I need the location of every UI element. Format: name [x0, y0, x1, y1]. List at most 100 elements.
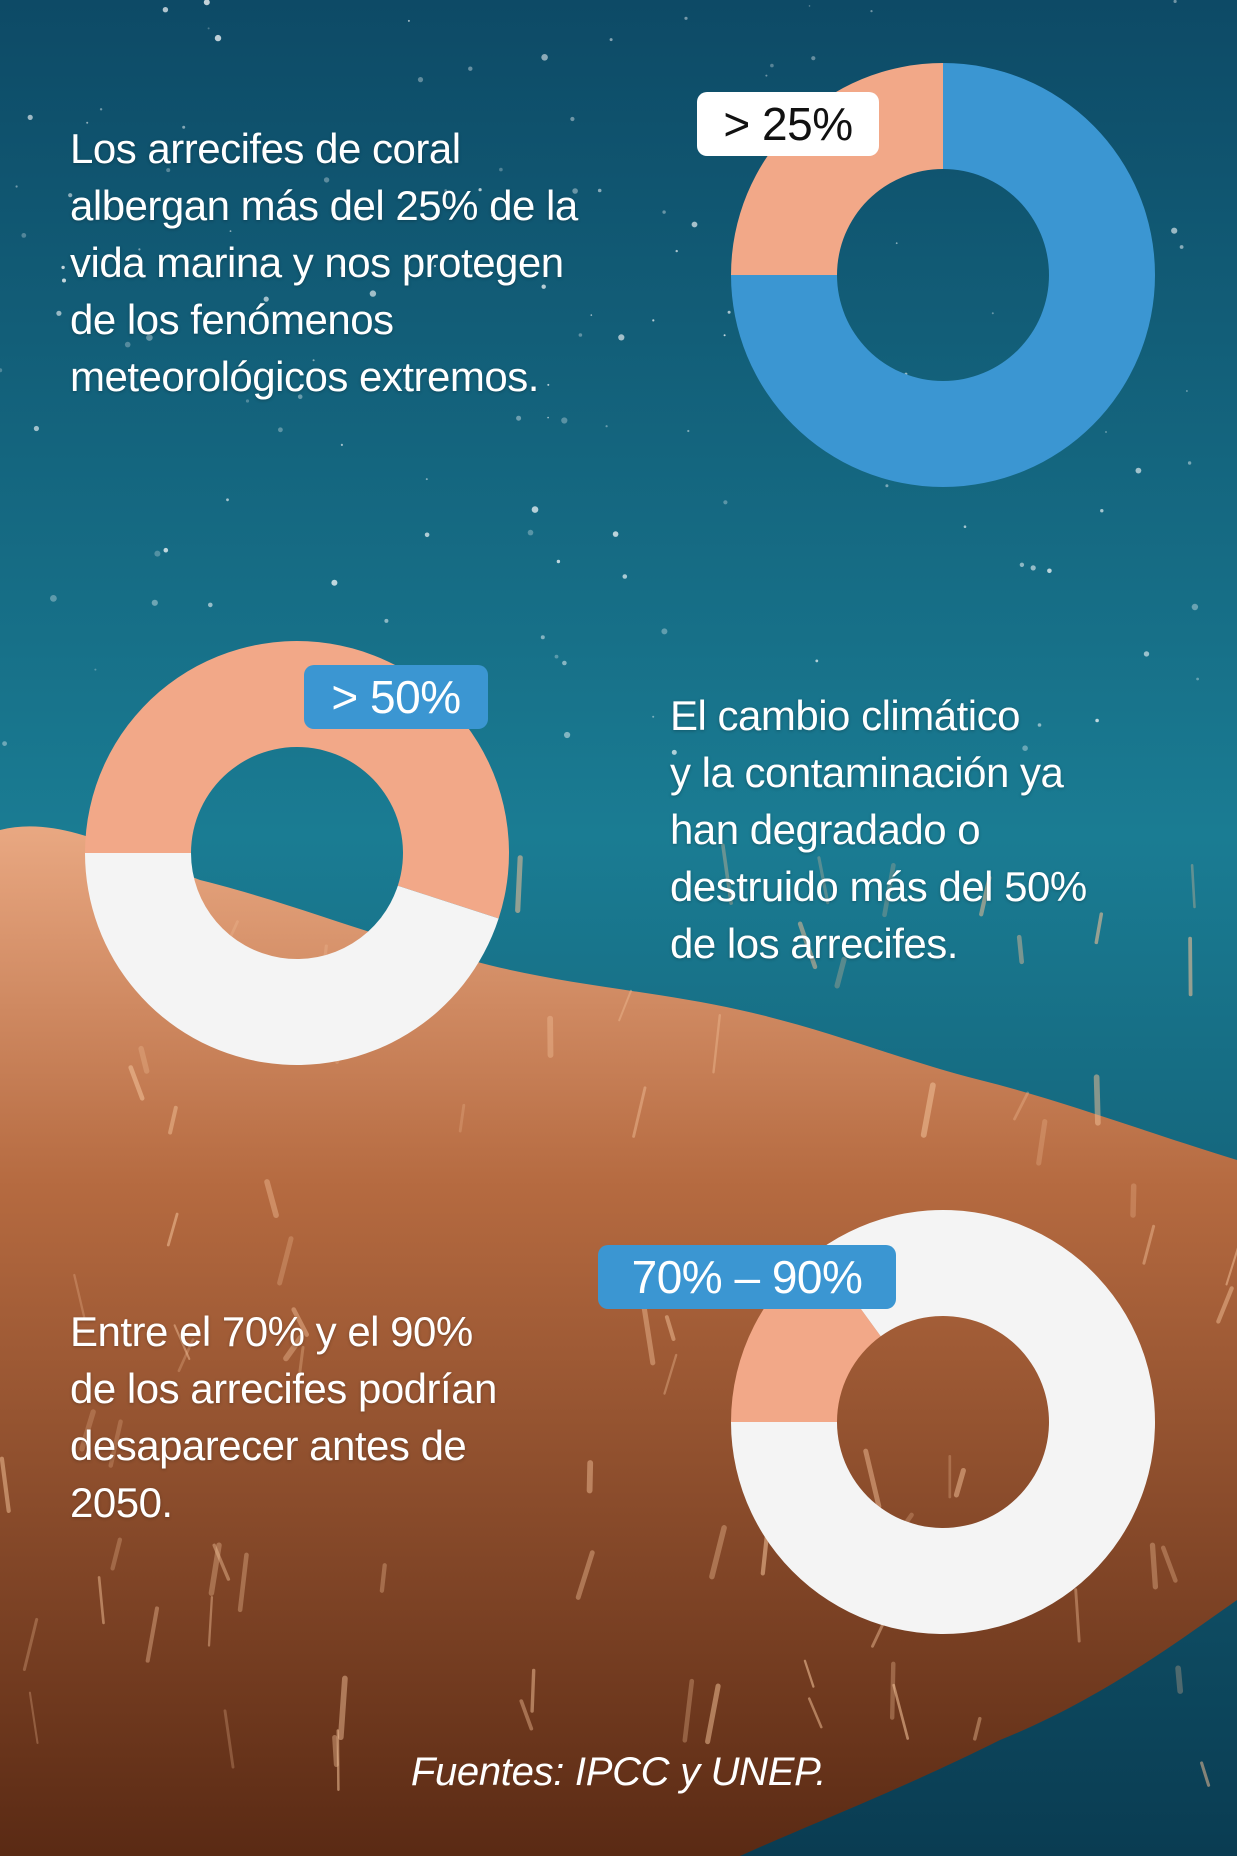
coral-branch [296, 1345, 305, 1391]
bubble [384, 618, 389, 623]
coral-branch [618, 989, 632, 1022]
bubble [297, 394, 303, 400]
bubble [1173, 0, 1177, 3]
coral-branch [110, 1537, 123, 1571]
coral-branch [519, 1699, 534, 1731]
coral-branch [79, 1409, 96, 1452]
coral-branch [283, 1334, 304, 1362]
bubble [312, 359, 315, 362]
coral-branch [173, 1324, 191, 1360]
bubble [468, 66, 473, 71]
donut-slice-0 [731, 63, 943, 275]
bubble [684, 16, 688, 20]
coral-branch [1190, 863, 1196, 909]
degraded-text-line: El cambio climático [670, 692, 1020, 739]
coral-branch [797, 921, 818, 970]
bubble [1022, 745, 1028, 751]
coral-branch [177, 1338, 195, 1373]
bubble [541, 54, 548, 61]
bubble [572, 188, 578, 194]
coral-branch [145, 1606, 160, 1663]
bubble [50, 595, 57, 602]
bubble [609, 38, 613, 42]
bubble [1186, 390, 1188, 392]
bubble [570, 116, 575, 122]
bubble [691, 221, 698, 228]
coral-branch [166, 1212, 179, 1247]
bubble [1100, 509, 1104, 513]
coral-branch [863, 1448, 882, 1509]
bubble [547, 416, 549, 419]
bubble [182, 125, 186, 129]
bubble [527, 529, 534, 536]
coral-branch [237, 1552, 249, 1613]
bubble [425, 478, 428, 481]
bubble [770, 63, 774, 68]
coral-branch [73, 1273, 86, 1321]
bubble [1135, 467, 1142, 474]
bubble [661, 628, 668, 635]
bubble [263, 296, 269, 302]
bubble [207, 27, 210, 30]
bubble [652, 715, 655, 718]
bubble [163, 547, 169, 553]
donut-slice-1 [731, 1210, 1155, 1634]
bubble [404, 386, 407, 389]
coral-branch [277, 1236, 294, 1286]
coral-branch [336, 1729, 340, 1791]
coral-branch [1160, 1545, 1178, 1583]
habitat-text-line: vida marina y nos protegen [70, 239, 564, 286]
text-block-reefs-degraded: El cambio climático y la contaminación ya… [670, 687, 1087, 972]
bubble [62, 278, 66, 283]
coral-branch [920, 1082, 936, 1138]
bubble [278, 427, 283, 433]
bubble [2, 741, 7, 746]
bubble [407, 19, 410, 22]
bubble [590, 314, 593, 316]
bubble [895, 242, 898, 245]
degraded-text-line: destruido más del 50% [670, 863, 1087, 910]
coral-branch [208, 1542, 222, 1596]
bubble [21, 233, 27, 238]
text-block-reefs-habitat: Los arrecifes de coral albergan más del 2… [70, 120, 578, 405]
bubble [1171, 227, 1178, 234]
coral-branch [530, 1668, 536, 1713]
coral-branch [834, 956, 847, 989]
coral-branch [1013, 1091, 1030, 1121]
coral-branch [575, 1550, 595, 1600]
habitat-text-line: albergan más del 25% de la [70, 182, 578, 229]
bubble [1191, 603, 1199, 611]
bubble [491, 214, 493, 217]
bubble [61, 265, 65, 270]
coral-branch [1074, 1588, 1081, 1643]
coral-branch [803, 1659, 815, 1688]
bubble [478, 188, 482, 192]
bubble [815, 659, 819, 663]
coral-branch [337, 1675, 348, 1741]
bubble [162, 7, 169, 13]
bubble [130, 375, 135, 380]
coral-branch [1188, 936, 1193, 997]
coral-branch [515, 855, 523, 914]
bubble [578, 333, 583, 337]
coral-branch [264, 1179, 279, 1218]
habitat-text-line: Los arrecifes de coral [70, 125, 461, 172]
bubble [1179, 245, 1184, 249]
bubble [77, 268, 81, 272]
bubble [675, 249, 678, 253]
bubble [68, 193, 73, 198]
bubble [1105, 431, 1107, 433]
bubble [94, 668, 97, 671]
coral-branch [712, 1014, 721, 1074]
donut-chart-habitat [731, 63, 1155, 487]
bubble [597, 188, 602, 193]
coral-branch [1225, 1247, 1237, 1286]
bubble [15, 185, 18, 188]
bubble [564, 731, 571, 739]
bubble [1037, 723, 1042, 727]
coral-branch [1093, 1074, 1101, 1126]
coral-branch [128, 1065, 145, 1101]
bubble [541, 284, 546, 289]
bubble [151, 599, 158, 606]
bubble [561, 417, 568, 424]
